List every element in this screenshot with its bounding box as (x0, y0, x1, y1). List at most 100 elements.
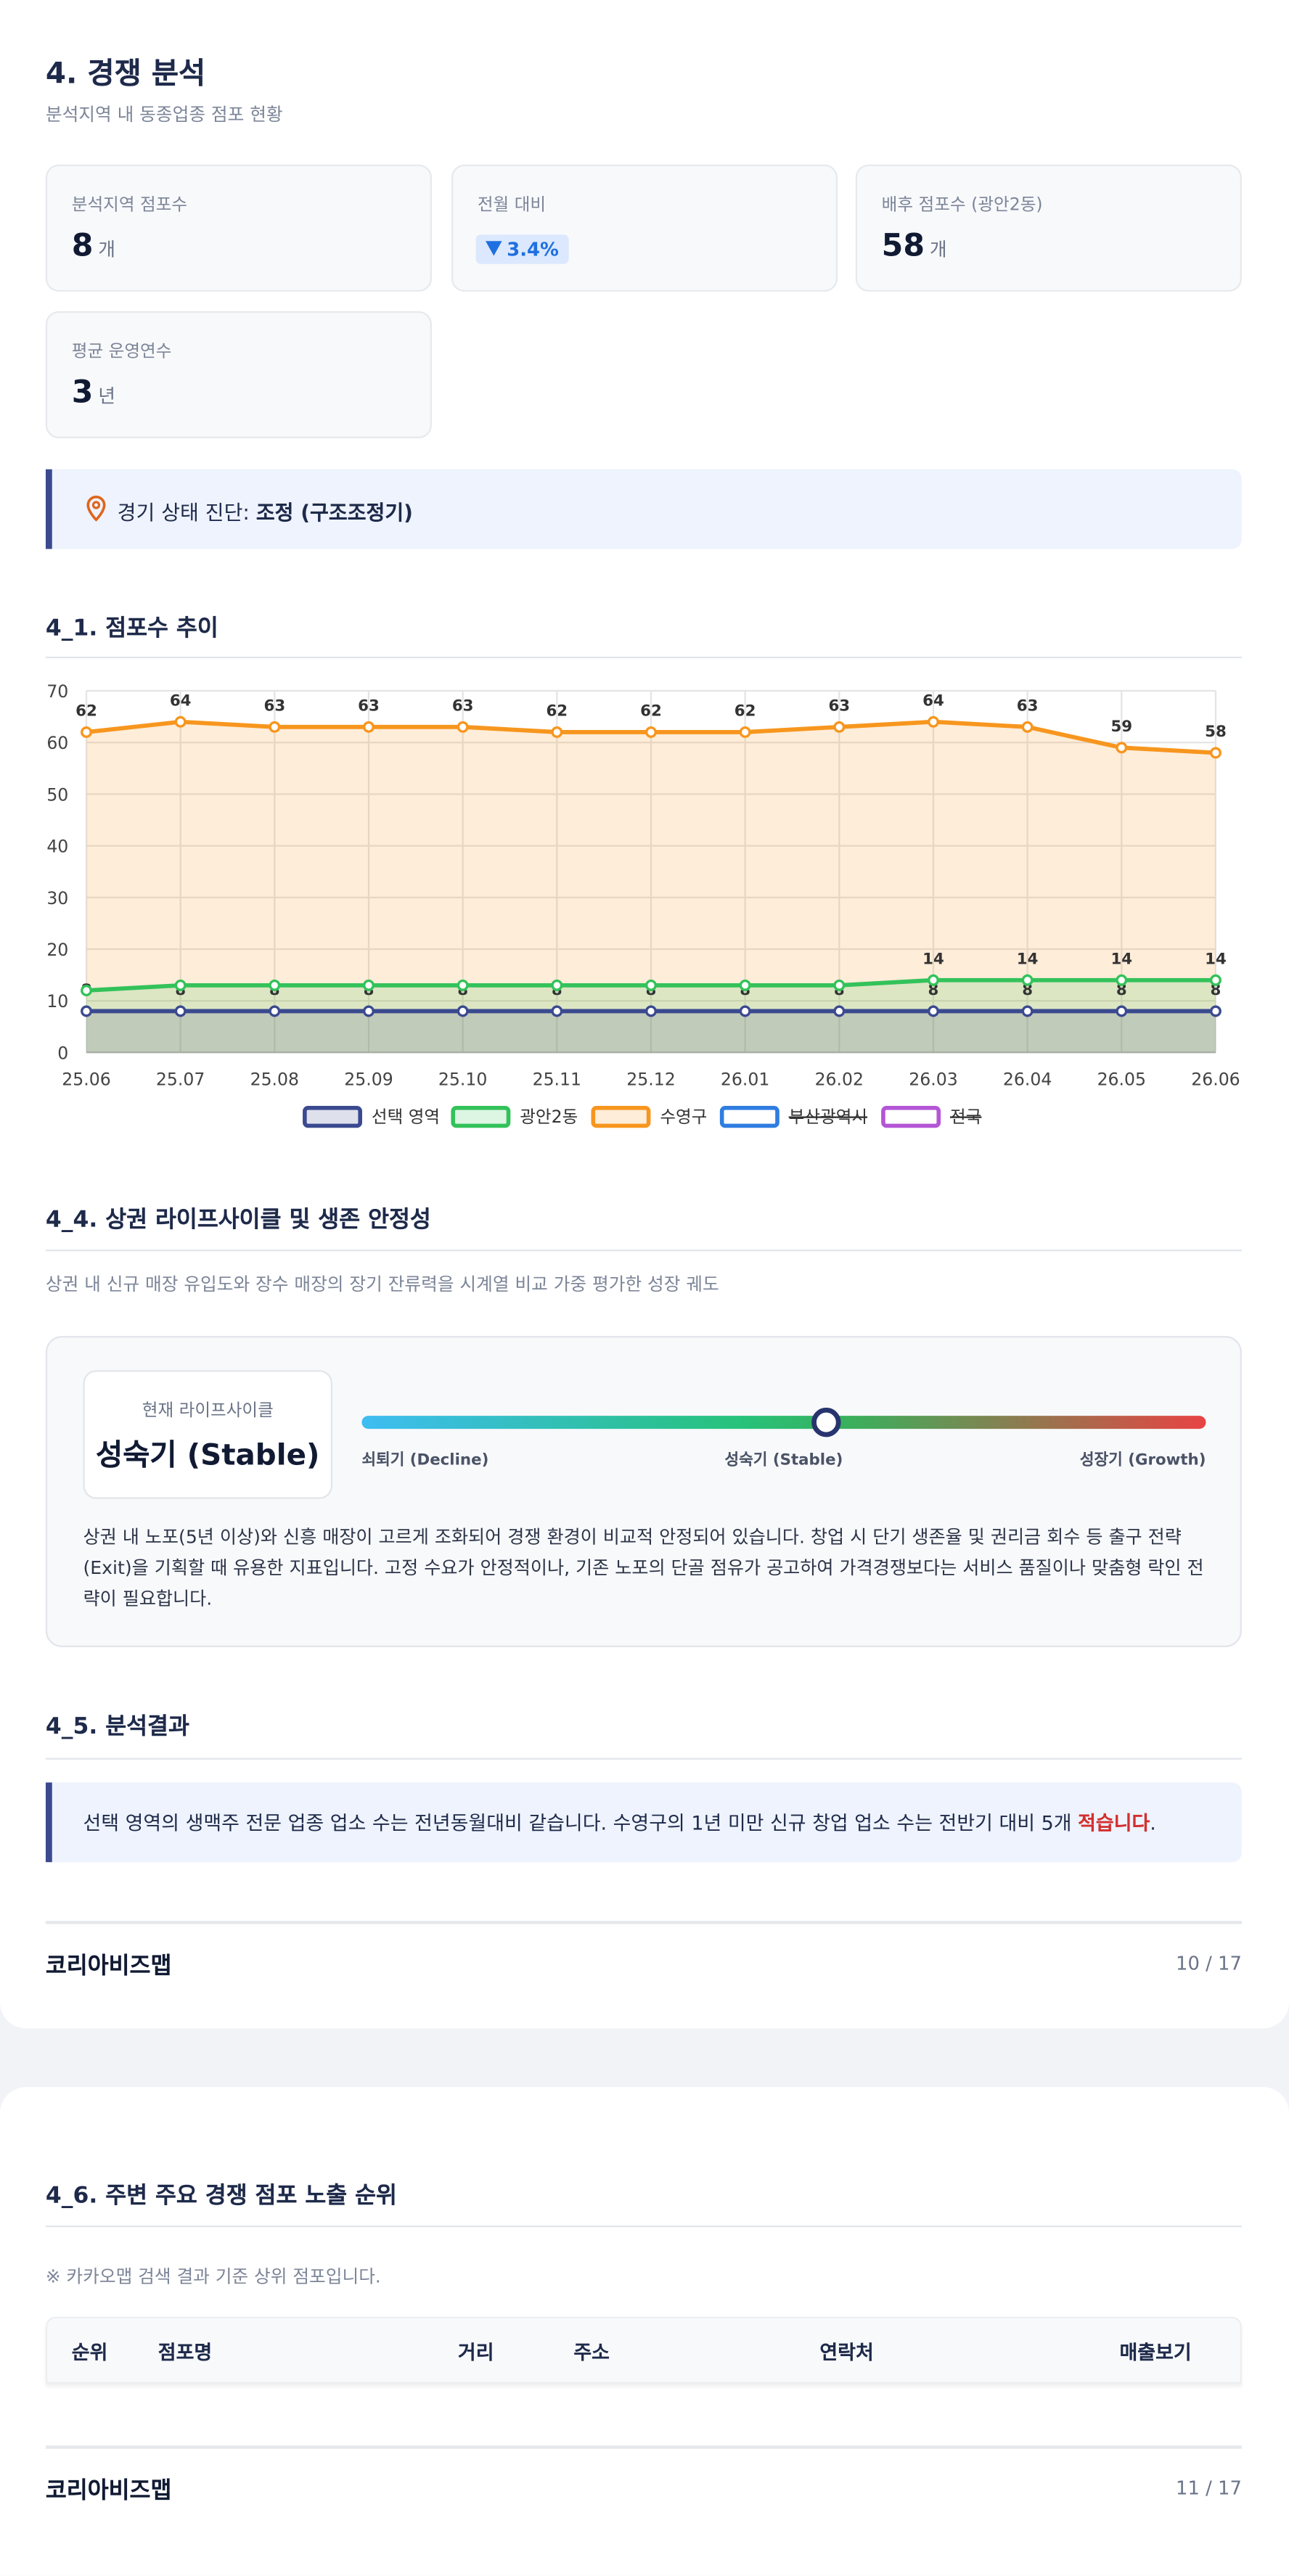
data-point (81, 1005, 92, 1017)
data-label: 59 (1110, 718, 1132, 736)
unit: 개 (98, 237, 116, 261)
data-point (457, 721, 469, 733)
section-title: 4_4. 상권 라이프사이클 및 생존 안정성 (45, 1207, 431, 1234)
x-tick-label: 25.06 (62, 1069, 110, 1089)
footer-rule (45, 2445, 1242, 2449)
legend-label: 전국 (950, 1107, 981, 1127)
legend-label: 광안2동 (520, 1107, 578, 1127)
divider (45, 2226, 1242, 2228)
value: 58 (881, 228, 925, 264)
footer-rule (45, 1921, 1242, 1924)
data-label: 62 (640, 702, 662, 721)
legend-swatch (451, 1105, 511, 1128)
pin-icon (86, 496, 106, 522)
y-tick-label: 0 (57, 1043, 68, 1063)
data-point (928, 974, 939, 986)
x-tick-label: 26.02 (815, 1069, 864, 1089)
section-description: 상권 내 신규 매장 유입도와 장수 매장의 장기 잔류력을 시계열 비교 가중… (45, 1273, 719, 1295)
y-tick-label: 10 (46, 991, 68, 1012)
card-label: 분석지역 점포수 (71, 195, 188, 216)
value: 3 (71, 374, 94, 411)
lifecycle-marker (811, 1407, 841, 1437)
column-header: 연락처 (819, 2341, 874, 2364)
legend-swatch (591, 1105, 651, 1128)
legend-label: 수영구 (660, 1107, 707, 1127)
data-point (833, 979, 846, 991)
page-number: 11 / 17 (1176, 2476, 1242, 2500)
data-label: 63 (263, 697, 285, 715)
legend-swatch (881, 1105, 941, 1128)
y-tick-label: 60 (46, 733, 68, 753)
card-label: 전월 대비 (477, 195, 547, 216)
x-tick-label: 26.01 (721, 1069, 769, 1089)
data-point (1209, 974, 1222, 986)
data-point (269, 721, 281, 733)
table-header: 순위 점포명 거리 주소 연락처 매출보기 (45, 2316, 1242, 2384)
legend-item: 선택 영역 (303, 1105, 440, 1128)
legend-item: 광안2동 (451, 1105, 578, 1128)
data-label: 14 (922, 950, 944, 968)
section-title: 4_5. 분석결과 (45, 1714, 189, 1740)
data-point (928, 1005, 939, 1017)
data-point (174, 1005, 187, 1017)
page-number: 10 / 17 (1176, 1951, 1242, 1975)
x-tick-label: 26.03 (909, 1069, 957, 1089)
lifecycle-label: 현재 라이프사이클 (142, 1400, 274, 1421)
change-badge: 3.4% (475, 234, 569, 264)
note: ※ 카카오맵 검색 결과 기준 상위 점포입니다. (45, 2266, 381, 2288)
label: 경기 상태 진단: (117, 500, 256, 525)
data-point (739, 1005, 751, 1017)
data-point (174, 979, 187, 991)
data-point (833, 1005, 846, 1017)
area (86, 721, 1216, 1053)
footer-brand: 코리아비즈맵 (45, 1953, 172, 1980)
area (86, 1011, 1216, 1053)
lifecycle-card: 현재 라이프사이클 성숙기 (Stable) (83, 1370, 333, 1499)
unit: 년 (98, 384, 116, 408)
divider (45, 656, 1242, 659)
scale-label: 성숙기 (Stable) (724, 1451, 843, 1470)
value: 8 (71, 228, 94, 264)
data-point (457, 979, 469, 991)
value: 조정 (구조조정기) (255, 500, 413, 525)
data-point (551, 726, 563, 738)
data-label: 64 (170, 692, 192, 710)
footer-brand: 코리아비즈맵 (45, 2478, 172, 2504)
lifecycle-stage: 성숙기 (Stable) (96, 1438, 320, 1473)
data-point (1021, 974, 1034, 986)
data-point (363, 721, 375, 733)
x-tick-label: 25.09 (344, 1069, 393, 1089)
down-arrow (486, 241, 502, 256)
stat-card: 배후 점포수 (광안2동) 58 개 (855, 164, 1242, 292)
data-point (645, 979, 657, 991)
stat-card: 전월 대비 3.4% (451, 164, 838, 292)
data-point (1021, 1005, 1034, 1017)
data-point (457, 1005, 469, 1017)
diagnosis-text: 경기 상태 진단: 조정 (구조조정기) (118, 496, 413, 527)
column-header: 거리 (457, 2341, 494, 2364)
x-tick-label: 26.04 (1003, 1069, 1052, 1089)
data-label: 62 (734, 702, 756, 721)
y-tick-label: 40 (46, 837, 68, 857)
data-point (739, 726, 751, 738)
card-value: 58 개 (882, 228, 947, 263)
page-title: 4. 경쟁 분석 (45, 57, 206, 91)
divider (45, 1757, 1242, 1760)
x-tick-label: 25.12 (626, 1069, 675, 1089)
data-label: 63 (1017, 697, 1039, 715)
line-chart: 0 10 20 30 40 50 60 70 25.06 25.07 25.08 25.09 25.10… (46, 681, 1240, 1128)
data-point (1209, 1005, 1222, 1017)
legend-item: 전국 (881, 1105, 981, 1128)
legend-item: 수영구 (591, 1105, 707, 1128)
data-point (1116, 742, 1128, 754)
text: 선택 영역의 생맥주 전문 업종 업소 수는 전년동월대비 같습니다. 수영구의… (83, 1811, 1079, 1835)
legend-swatch (719, 1105, 779, 1128)
report-page: 4_6. 주변 주요 경쟁 점포 노출 순위 ※ 카카오맵 검색 결과 기준 상… (0, 2087, 1289, 2576)
x-tick-label: 26.05 (1097, 1069, 1146, 1089)
